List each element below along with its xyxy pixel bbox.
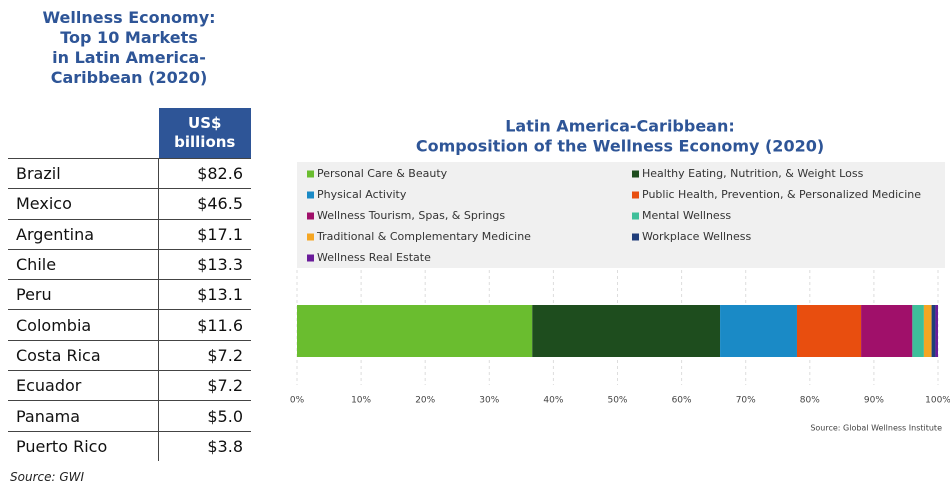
title-line: in Latin America- [52, 48, 206, 67]
table-row: Brazil $82.6 [8, 157, 251, 189]
x-tick-label: 0% [290, 396, 305, 406]
bar-segment [923, 305, 932, 357]
legend-label: Public Health, Prevention, & Personalize… [642, 188, 921, 201]
x-tick-label: 90% [864, 396, 884, 406]
country-cell: Puerto Rico [8, 430, 159, 461]
legend-swatch [307, 233, 314, 241]
table-row: Argentina $17.1 [8, 218, 251, 250]
x-tick-label: 40% [543, 396, 563, 406]
country-cell: Brazil [8, 157, 159, 189]
chart-title: Composition of the Wellness Economy (202… [416, 137, 824, 156]
table-row: Mexico $46.5 [8, 188, 251, 220]
x-tick-label: 30% [479, 396, 499, 406]
legend-label: Workplace Wellness [642, 230, 752, 243]
table-row: Peru $13.1 [8, 279, 251, 310]
table-row: Colombia $11.6 [8, 309, 251, 341]
bar-segment [931, 305, 936, 357]
legend-label: Healthy Eating, Nutrition, & Weight Loss [642, 167, 864, 180]
bar-segment [935, 305, 938, 357]
legend-swatch [632, 233, 639, 241]
legend-label: Wellness Real Estate [317, 251, 431, 264]
bar-segment [861, 305, 913, 357]
country-cell: Chile [8, 248, 159, 280]
country-cell: Peru [8, 279, 159, 310]
legend-label: Traditional & Complementary Medicine [316, 230, 531, 243]
legend-label: Wellness Tourism, Spas, & Springs [317, 209, 505, 222]
value-cell: $17.1 [158, 218, 251, 250]
table-title: Wellness Economy: Top 10 Markets in Latin … [8, 8, 250, 88]
title-line: Top 10 Markets [60, 28, 198, 47]
bar-segment [720, 305, 797, 357]
value-cell: $7.2 [158, 339, 251, 371]
bar-segment [297, 305, 533, 357]
title-line: Wellness Economy: [42, 8, 216, 27]
country-cell: Colombia [8, 309, 159, 341]
value-cell: $13.3 [158, 248, 251, 280]
value-cell: $7.2 [158, 370, 251, 401]
legend-swatch [307, 254, 314, 262]
legend-swatch [307, 191, 314, 199]
chart-source: Source: Global Wellness Institute [810, 424, 942, 433]
legend-swatch [632, 191, 639, 199]
x-tick-label: 100% [925, 396, 950, 406]
table-source: Source: GWI [10, 470, 85, 484]
country-cell: Ecuador [8, 370, 159, 401]
title-line: Caribbean (2020) [50, 68, 208, 87]
legend-swatch [632, 212, 639, 220]
x-tick-label: 10% [351, 396, 371, 406]
country-cell: Argentina [8, 218, 159, 250]
x-tick-label: 20% [415, 396, 435, 406]
table-row: Costa Rica $7.2 [8, 339, 251, 371]
country-cell: Panama [8, 400, 159, 432]
x-tick-label: 80% [800, 396, 820, 406]
header-cell: US$ billions [158, 108, 251, 159]
table: US$ billions Brazil $82.6 Mexico $46.5 Argen… [8, 108, 251, 461]
x-tick-label: 60% [672, 396, 692, 406]
table-row: Puerto Rico $3.8 [8, 430, 251, 461]
table-row: Chile $13.3 [8, 248, 251, 280]
legend-label: Personal Care & Beauty [317, 167, 448, 180]
value-cell: $82.6 [158, 157, 251, 189]
bar-segment [532, 305, 721, 357]
chart-title: Latin America-Caribbean: [505, 117, 735, 136]
value-cell: $5.0 [158, 400, 251, 432]
legend-box [297, 162, 945, 268]
value-cell: $11.6 [158, 309, 251, 341]
value-cell: $13.1 [158, 279, 251, 310]
legend-label: Mental Wellness [642, 209, 731, 222]
legend-label: Physical Activity [317, 188, 407, 201]
table-row: Panama $5.0 [8, 400, 251, 432]
legend-swatch [307, 212, 314, 220]
country-cell: Costa Rica [8, 339, 159, 371]
value-cell: $3.8 [158, 430, 251, 461]
value-cell: $46.5 [158, 188, 251, 220]
country-cell: Mexico [8, 188, 159, 220]
legend-swatch [307, 170, 314, 178]
table-row: Ecuador $7.2 [8, 370, 251, 401]
x-tick-label: 70% [736, 396, 756, 406]
x-tick-label: 50% [607, 396, 627, 406]
legend-swatch [632, 170, 639, 178]
bar-segment [796, 305, 862, 357]
bar-segment [912, 305, 924, 357]
